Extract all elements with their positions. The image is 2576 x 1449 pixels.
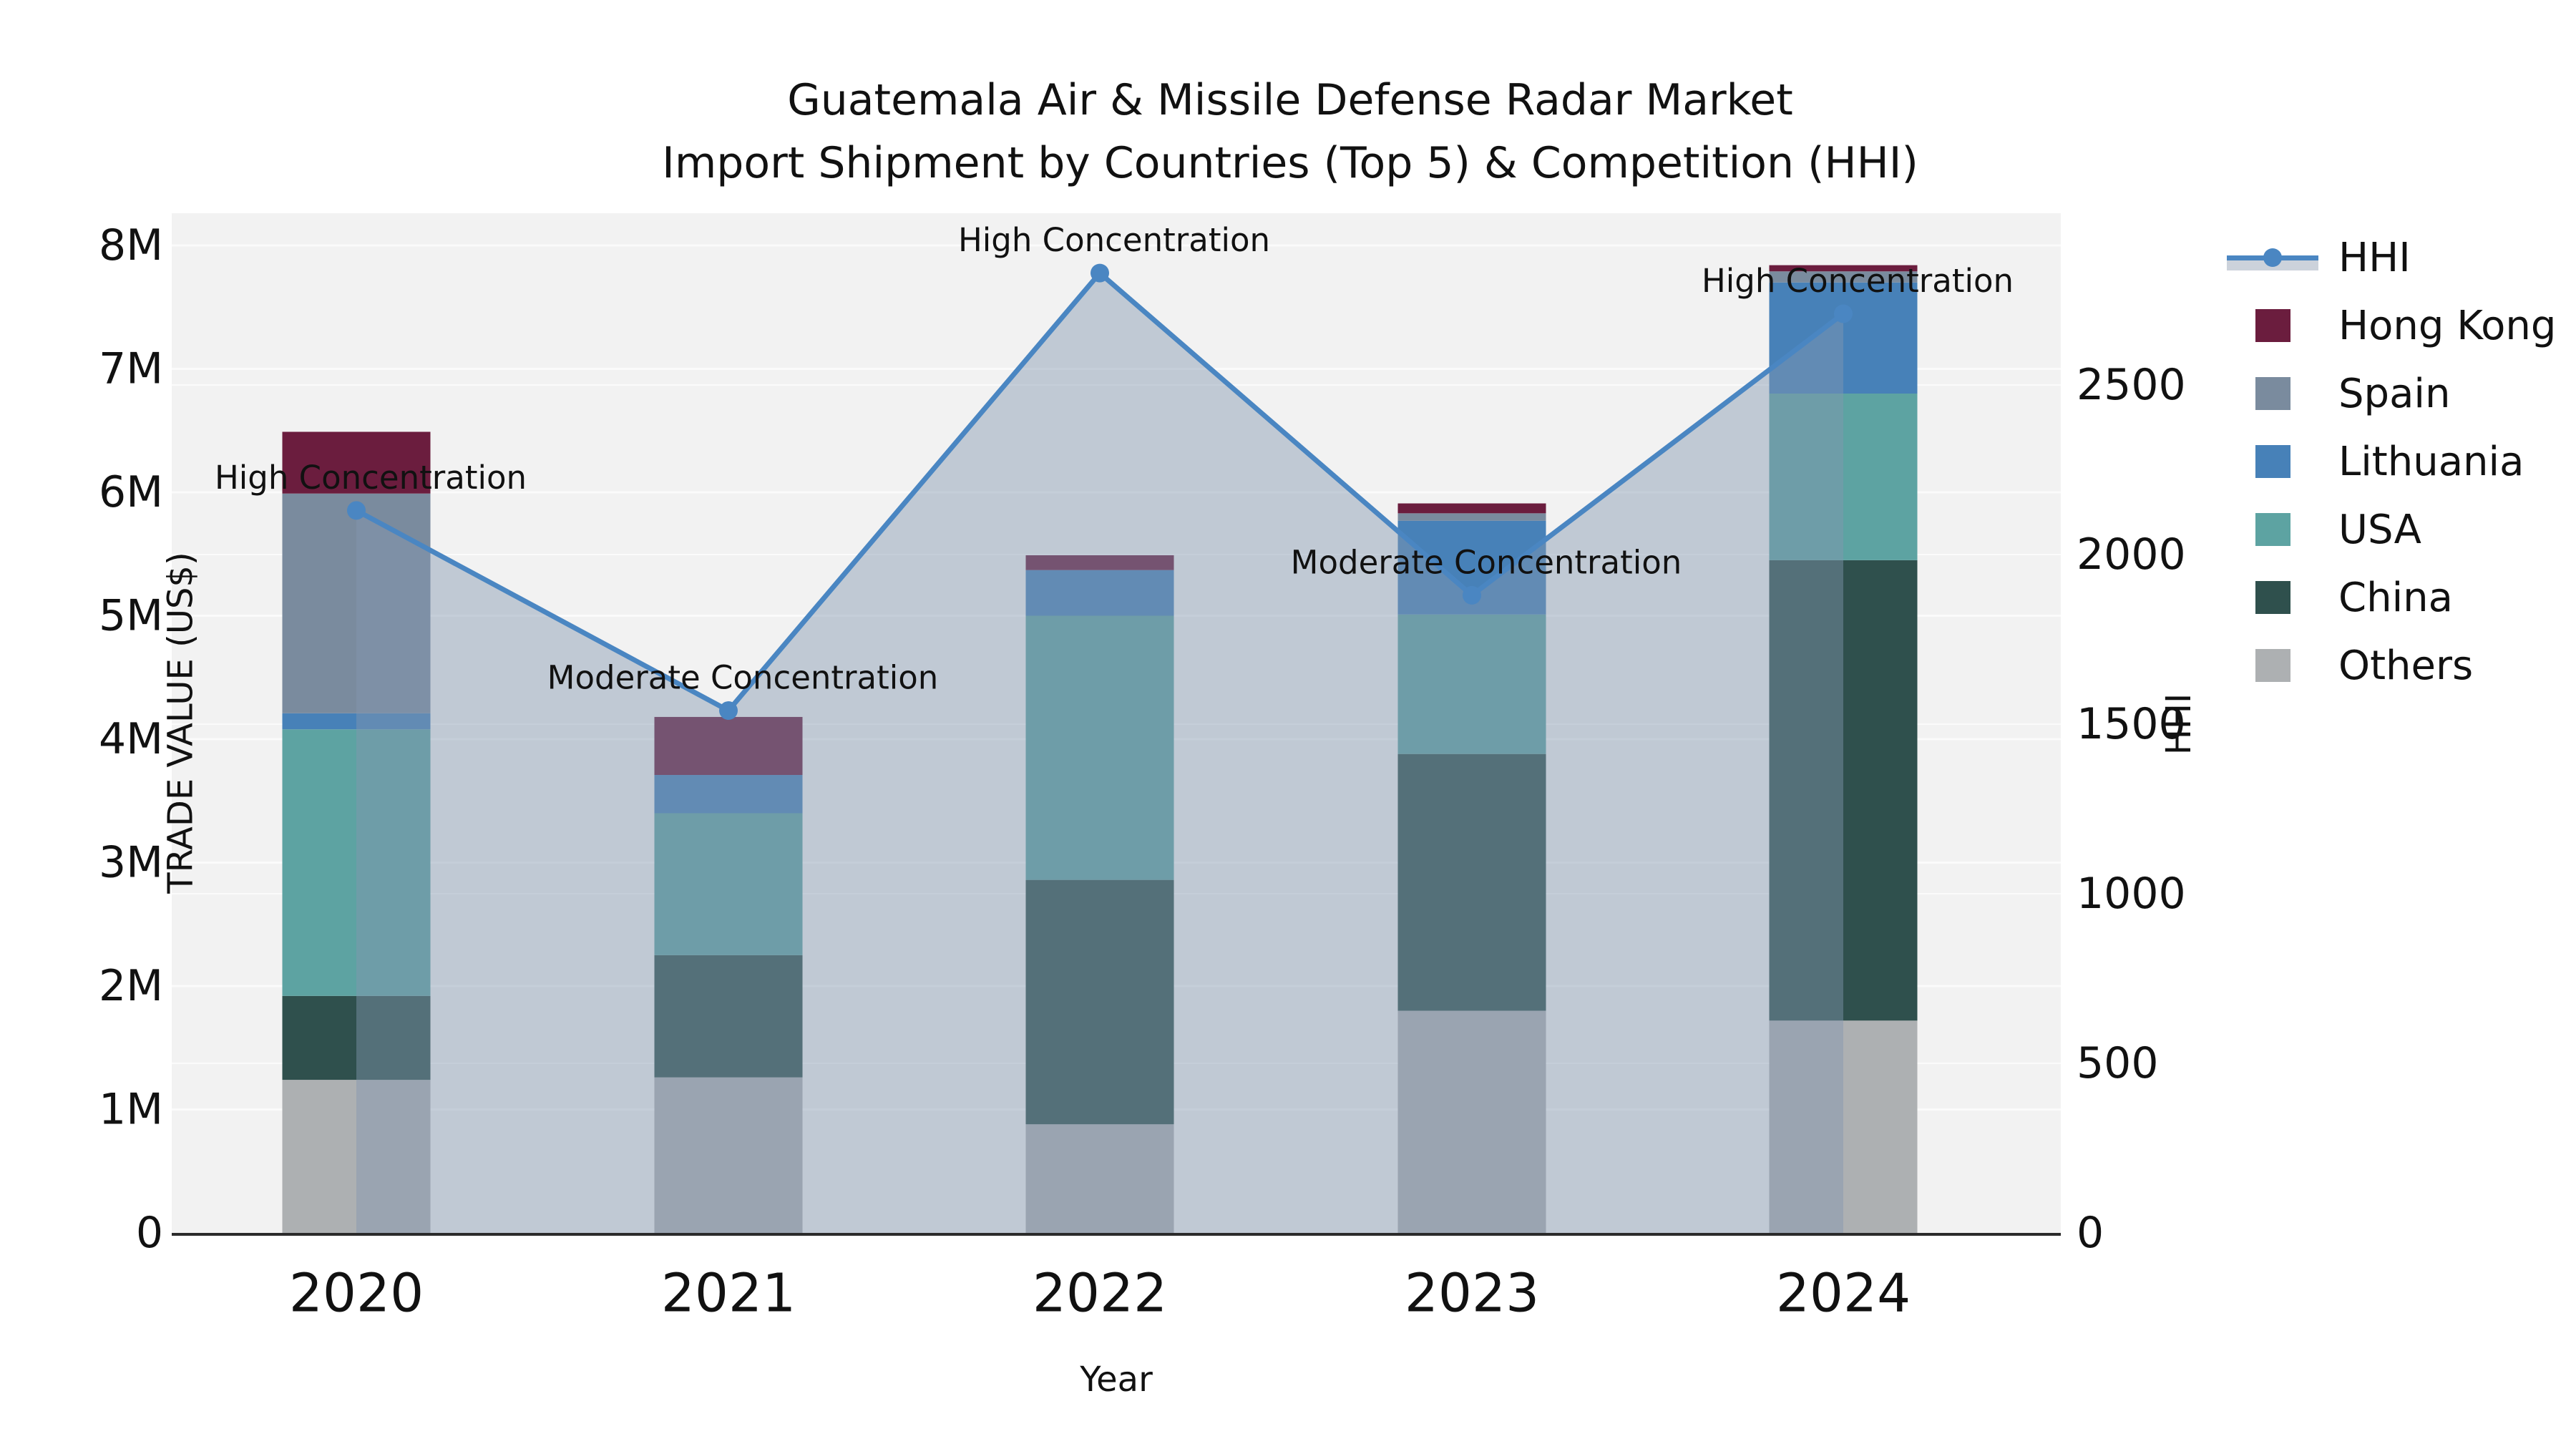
legend-label: Spain [2338, 370, 2451, 417]
bar-segment-china [1397, 753, 1546, 1011]
y-left-tick-label: 7M [99, 344, 163, 394]
bar-segment-usa [1397, 614, 1546, 754]
hhi-line-legend-icon [2227, 243, 2318, 272]
annotation-2021: Moderate Concentration [547, 659, 939, 697]
legend-item-hhi: HHI [2227, 233, 2556, 282]
color-swatch-icon [2227, 581, 2318, 614]
color-swatch-icon [2227, 445, 2318, 478]
legend-label: Hong Kong [2338, 302, 2557, 349]
y-left-tick-label: 1M [99, 1085, 163, 1135]
color-swatch-icon [2227, 513, 2318, 546]
bar-segment-hong-kong [1397, 503, 1546, 514]
chart-title-line1: Guatemala Air & Missile Defense Radar Ma… [787, 75, 1793, 125]
y-right-tick-label: 2000 [2077, 530, 2186, 580]
legend-item-spain: Spain [2227, 369, 2556, 418]
x-tick-label: 2020 [289, 1262, 424, 1324]
bar-segment-china [282, 995, 431, 1080]
bar-segment-china [1769, 560, 1918, 1021]
bar-segment-usa [1769, 394, 1918, 560]
y-axis-left-label: TRADE VALUE (US$) [160, 552, 201, 894]
bar-segment-spain [1397, 513, 1546, 521]
legend-item-lithuania: Lithuania [2227, 437, 2556, 486]
legend-label: Lithuania [2338, 438, 2524, 485]
bar-segment-lithuania [282, 713, 431, 730]
bar-segment-others [654, 1077, 803, 1233]
hhi-area-fill [356, 273, 1843, 1234]
bar-segment-hong-kong [282, 431, 431, 494]
bar-segment-others [1025, 1124, 1174, 1233]
bar-segment-china [1025, 879, 1174, 1125]
bar-segment-usa [654, 813, 803, 955]
y-left-tick-label: 2M [99, 961, 163, 1011]
y-left-tick-label: 6M [99, 467, 163, 517]
y-left-tick-label: 0 [136, 1208, 163, 1258]
annotation-2024: High Concentration [1702, 262, 2014, 300]
legend-label: Others [2338, 642, 2474, 689]
bar-segment-spain [282, 493, 431, 713]
color-swatch-icon [2227, 377, 2318, 410]
bar-segment-others [282, 1080, 431, 1233]
bar-segment-usa [1025, 615, 1174, 880]
x-tick-label: 2024 [1776, 1262, 1911, 1324]
x-tick-label: 2021 [661, 1262, 796, 1324]
chart-title-line2: Import Shipment by Countries (Top 5) & C… [662, 138, 1918, 188]
y-right-tick-label: 500 [2077, 1038, 2159, 1088]
annotation-2023: Moderate Concentration [1291, 543, 1682, 581]
hhi-marker [1091, 263, 1109, 283]
bar-segment-lithuania [654, 775, 803, 814]
y-left-tick-label: 5M [99, 591, 163, 641]
bar-segment-hong-kong [654, 716, 803, 776]
y-right-tick-label: 1500 [2077, 699, 2186, 749]
legend-item-others: Others [2227, 641, 2556, 690]
legend: HHI Hong Kong Spain Lithuania USA China Others [2227, 233, 2556, 709]
y-right-tick-label: 2500 [2077, 360, 2186, 410]
x-tick-label: 2022 [1033, 1262, 1167, 1324]
bar-segment-hong-kong [1025, 555, 1174, 570]
bar-segment-others [1769, 1020, 1918, 1233]
y-right-tick-label: 0 [2077, 1208, 2104, 1258]
hhi-marker [1834, 304, 1853, 323]
chart-title: Guatemala Air & Missile Defense Radar Ma… [662, 69, 1918, 195]
color-swatch-icon [2227, 309, 2318, 342]
hhi-marker [719, 701, 738, 721]
hhi-marker [1463, 585, 1481, 605]
bar-segment-usa [282, 729, 431, 996]
legend-label: China [2338, 574, 2453, 621]
y-right-tick-label: 1000 [2077, 869, 2186, 919]
legend-item-china: China [2227, 573, 2556, 622]
annotation-2022: High Concentration [958, 221, 1270, 259]
x-tick-label: 2023 [1405, 1262, 1539, 1324]
bar-segment-lithuania [1025, 570, 1174, 616]
legend-label: HHI [2338, 234, 2411, 281]
y-left-tick-label: 8M [99, 220, 163, 270]
y-left-tick-label: 3M [99, 838, 163, 888]
legend-label: USA [2338, 506, 2421, 553]
bar-segment-spain [1769, 271, 1918, 283]
color-swatch-icon [2227, 649, 2318, 682]
annotation-2020: High Concentration [215, 459, 527, 497]
bar-segment-hong-kong [1769, 265, 1918, 272]
bar-segment-others [1397, 1010, 1546, 1233]
y-axis-right-label: HHI [2159, 693, 2200, 756]
legend-item-hong-kong: Hong Kong [2227, 301, 2556, 350]
bar-segment-china [654, 955, 803, 1078]
legend-item-usa: USA [2227, 505, 2556, 554]
x-axis-label: Year [1080, 1360, 1153, 1400]
bar-segment-lithuania [1769, 282, 1918, 394]
hhi-marker [347, 501, 366, 520]
y-left-tick-label: 4M [99, 714, 163, 764]
